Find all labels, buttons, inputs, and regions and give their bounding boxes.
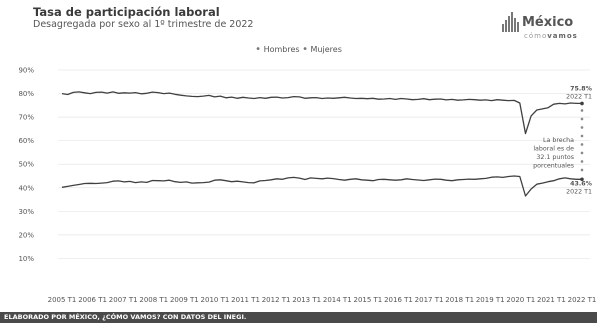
gap-dot bbox=[580, 126, 584, 129]
series-endpoint-mujeres bbox=[580, 177, 584, 182]
x-tick-label: 2017 T1 bbox=[415, 296, 444, 304]
gap-dot bbox=[580, 117, 584, 121]
gap-annotation-line: La brecha bbox=[543, 137, 574, 144]
legend-dot-icon: • bbox=[302, 44, 308, 55]
chart-title: Tasa de participación laboral bbox=[33, 5, 220, 19]
x-tick-label: 2012 T1 bbox=[262, 296, 291, 304]
y-tick-label: 60% bbox=[18, 137, 34, 145]
y-tick-label: 20% bbox=[18, 231, 34, 239]
legend-item-hombres: Hombres bbox=[263, 45, 300, 54]
logo-name: México bbox=[522, 15, 574, 30]
gap-dot bbox=[580, 143, 584, 146]
y-tick-label: 50% bbox=[18, 161, 34, 169]
x-tick-label: 2010 T1 bbox=[201, 296, 230, 304]
logo-bars-icon bbox=[502, 12, 520, 32]
gap-annotation-line: porcentuales bbox=[533, 163, 574, 170]
legend-item-mujeres: Mujeres bbox=[310, 45, 342, 54]
x-tick-label: 2011 T1 bbox=[231, 296, 260, 304]
hombres-value-label: 75.8% bbox=[570, 85, 593, 92]
x-tick-label: 2015 T1 bbox=[353, 296, 382, 304]
y-tick-label: 10% bbox=[18, 255, 34, 263]
chart-legend: • Hombres • Mujeres bbox=[0, 44, 597, 55]
series-line-hombres bbox=[61, 91, 582, 135]
x-tick-label: 2020 T1 bbox=[506, 296, 535, 304]
logo-tagline: cómovamos bbox=[524, 32, 578, 40]
hombres-date-label: 2022 T1 bbox=[566, 93, 592, 100]
gap-dot bbox=[580, 151, 584, 155]
y-tick-label: 90% bbox=[18, 67, 34, 75]
x-tick-label: 2006 T1 bbox=[78, 296, 107, 304]
x-tick-label: 2021 T1 bbox=[537, 296, 566, 304]
y-tick-label: 30% bbox=[18, 208, 34, 216]
series-endpoint-hombres bbox=[580, 101, 584, 106]
gap-annotation-line: 32.1 puntos bbox=[536, 154, 574, 161]
gap-dot bbox=[580, 109, 584, 112]
gap-annotation-line: laboral es de bbox=[533, 146, 574, 153]
gap-dot bbox=[580, 134, 584, 138]
y-tick-label: 40% bbox=[18, 184, 34, 192]
gap-dot bbox=[580, 168, 584, 172]
x-tick-label: 2022 T1 bbox=[568, 296, 597, 304]
x-tick-label: 2005 T1 bbox=[48, 296, 77, 304]
x-axis-ticks: 2005 T1 2006 T1 2007 T1 2008 T1 2009 T1 2010 … bbox=[48, 296, 597, 304]
x-tick-label: 2014 T1 bbox=[323, 296, 352, 304]
x-tick-label: 2007 T1 bbox=[109, 296, 138, 304]
mujeres-date-label: 2022 T1 bbox=[566, 188, 592, 195]
chart-subtitle: Desagregada por sexo al 1º trimestre de … bbox=[33, 19, 254, 30]
x-tick-label: 2019 T1 bbox=[476, 296, 505, 304]
y-axis-ticks: 10% 20% 30% 40% 50% 60% 70% 80% 90% bbox=[18, 67, 34, 263]
x-tick-label: 2013 T1 bbox=[292, 296, 321, 304]
chart-lines bbox=[61, 91, 584, 197]
y-tick-label: 70% bbox=[18, 114, 34, 122]
x-tick-label: 2018 T1 bbox=[445, 296, 474, 304]
footer-credit: ELABORADO POR MÉXICO, ¿CÓMO VAMOS? CON D… bbox=[4, 313, 247, 321]
gap-dot bbox=[580, 160, 584, 163]
footer-bar: ELABORADO POR MÉXICO, ¿CÓMO VAMOS? CON D… bbox=[0, 312, 597, 323]
mexico-como-vamos-logo: México cómovamos bbox=[502, 12, 594, 46]
mujeres-value-label: 43.6% bbox=[570, 180, 593, 187]
chart-grid bbox=[58, 69, 590, 259]
gap-dots bbox=[580, 109, 584, 172]
y-tick-label: 80% bbox=[18, 90, 34, 98]
x-tick-label: 2008 T1 bbox=[139, 296, 168, 304]
series-line-mujeres bbox=[61, 175, 582, 197]
legend-dot-icon: • bbox=[255, 44, 262, 55]
x-tick-label: 2016 T1 bbox=[384, 296, 413, 304]
x-tick-label: 2009 T1 bbox=[170, 296, 199, 304]
